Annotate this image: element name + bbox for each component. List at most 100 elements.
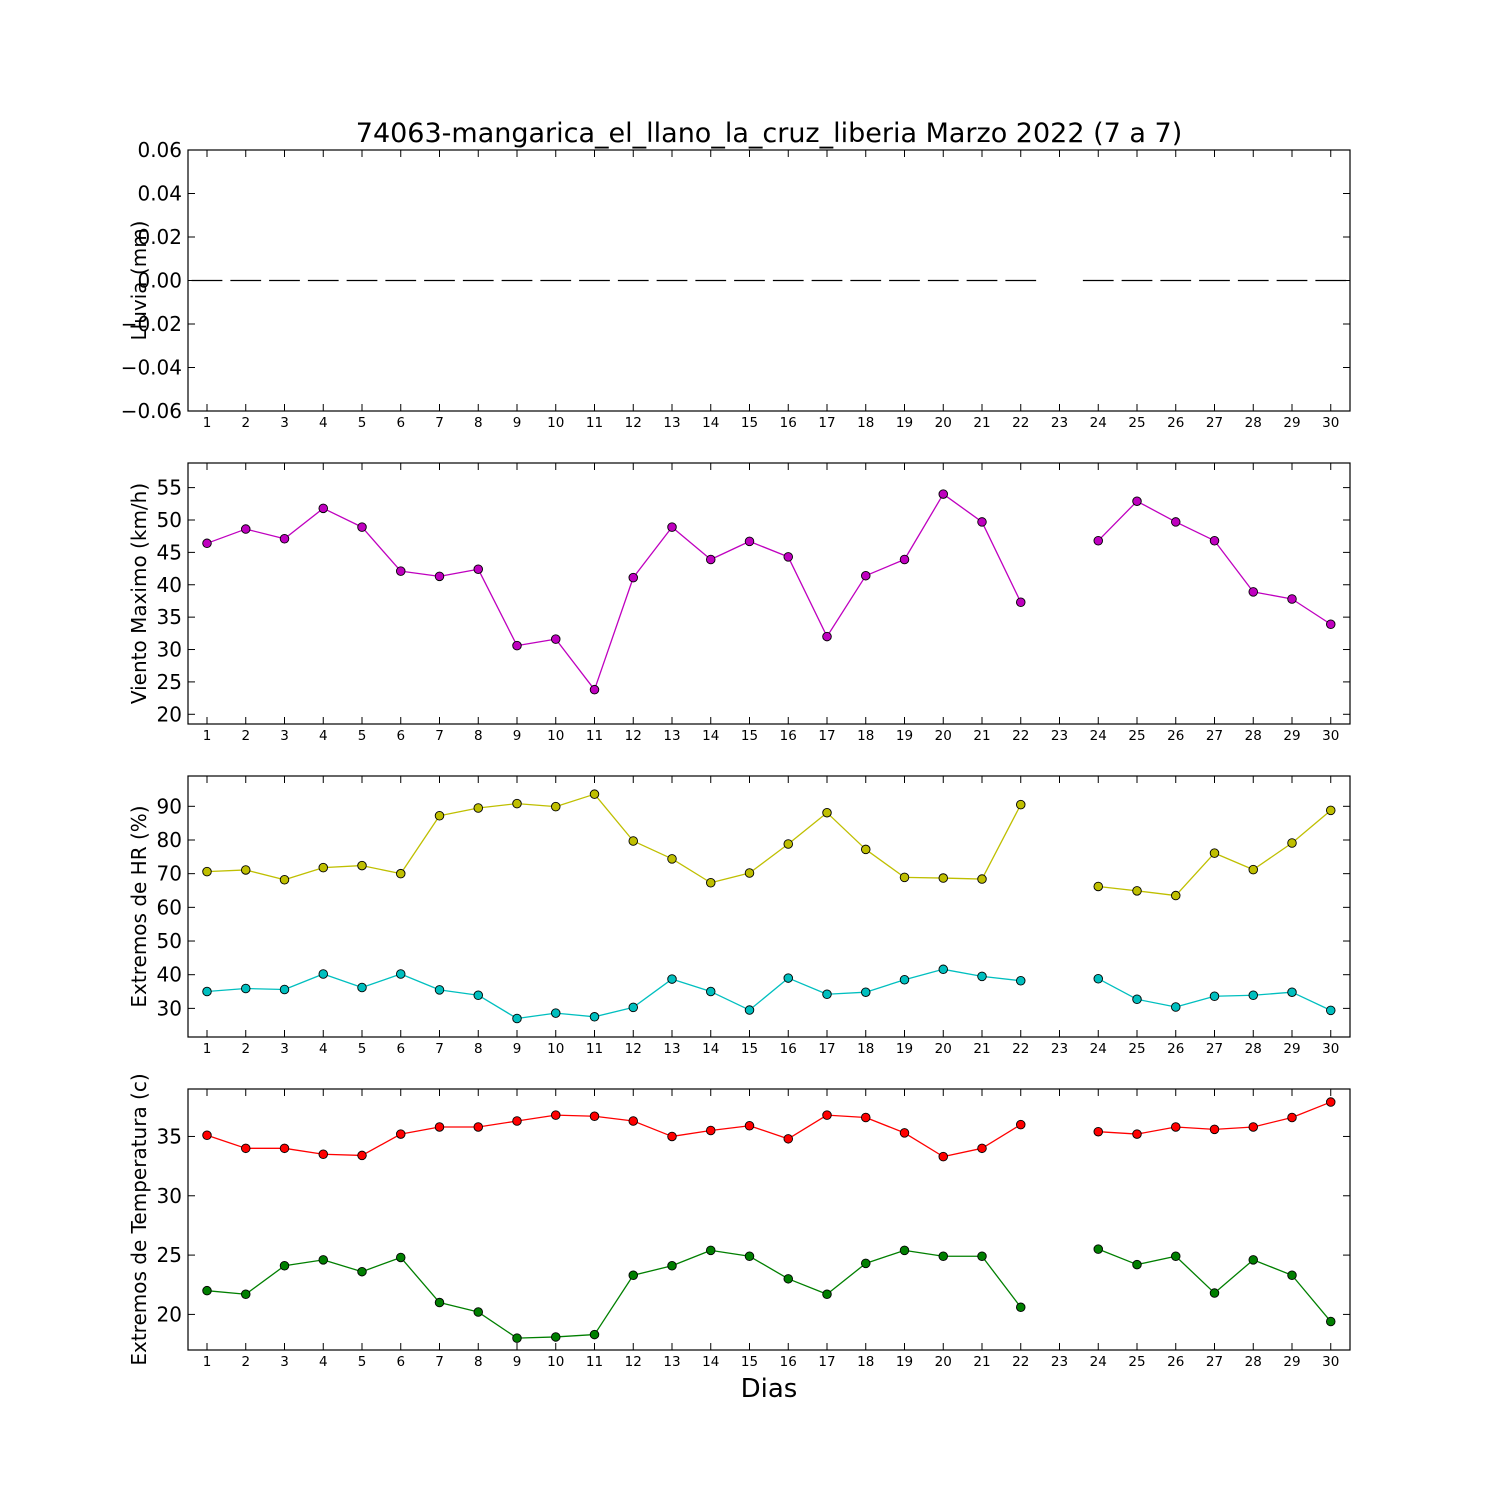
- series-line-segment: [206, 528, 246, 544]
- x-tick-label: 2: [241, 728, 250, 744]
- x-tick-label: 14: [702, 1354, 719, 1370]
- x-tick-label: 4: [319, 415, 328, 431]
- panel-1: −0.06−0.04−0.020.000.020.040.061 2 3 4 5 6 7 8 9…: [121, 138, 1351, 431]
- x-tick-label: 6: [396, 1041, 405, 1057]
- data-point: [744, 868, 755, 878]
- data-point: [667, 522, 677, 532]
- data-point: [434, 810, 445, 821]
- series-line-segment: [284, 1259, 324, 1267]
- data-point: [279, 874, 290, 885]
- data-point: [551, 1008, 561, 1018]
- data-point: [899, 872, 910, 883]
- series-line-segment: [477, 994, 518, 1020]
- series-line-segment: [206, 987, 246, 993]
- x-tick-label: 3: [280, 728, 289, 744]
- data-point: [1132, 496, 1142, 506]
- data-point: [1170, 1251, 1181, 1262]
- x-tick-label: 6: [396, 728, 405, 744]
- x-tick-label: 25: [1128, 1041, 1145, 1057]
- x-tick-label: 13: [663, 728, 680, 744]
- series-line-segment: [865, 558, 905, 577]
- series-line-segment: [1175, 521, 1215, 542]
- data-point: [357, 1150, 367, 1161]
- series-line-segment: [865, 1249, 905, 1265]
- series-line-segment: [516, 1012, 556, 1020]
- x-tick-label: 28: [1245, 1041, 1262, 1057]
- y-axis-label: Viento Maximo (km/h): [127, 483, 151, 704]
- data-point: [938, 964, 949, 975]
- x-tick-label: 20: [935, 1354, 952, 1370]
- series-line-segment: [1098, 885, 1138, 892]
- series-line-segment: [981, 975, 1021, 982]
- data-point: [1170, 517, 1181, 527]
- data-point: [706, 1125, 716, 1136]
- series-line-segment: [439, 807, 479, 817]
- x-tick-label: 28: [1245, 728, 1262, 744]
- x-tick-label: 6: [396, 1354, 405, 1370]
- series-line-segment: [245, 869, 285, 881]
- series-line-segment: [903, 493, 944, 560]
- series-line-segment: [323, 973, 363, 989]
- x-tick-label: 21: [973, 1041, 990, 1057]
- x-tick-label: 20: [935, 415, 952, 431]
- x-tick-label: 25: [1128, 1354, 1145, 1370]
- y-tick-label: 30: [157, 1184, 182, 1208]
- x-tick-label: 7: [435, 1354, 444, 1370]
- series-line-segment: [555, 1012, 595, 1018]
- series-line-segment: [1097, 500, 1138, 542]
- x-tick-label: 7: [435, 728, 444, 744]
- y-tick-label: 0.00: [137, 269, 182, 293]
- series-line-segment: [633, 1265, 673, 1276]
- data-point: [357, 982, 367, 993]
- data-point: [1132, 886, 1142, 896]
- x-tick-label: 15: [741, 1354, 758, 1370]
- series-line-segment: [1252, 842, 1293, 871]
- data-point: [899, 554, 910, 565]
- series-line-segment: [710, 872, 750, 884]
- series-line-segment: [942, 493, 983, 523]
- series-line-segment: [284, 973, 324, 991]
- data-point: [1016, 799, 1026, 810]
- x-tick-label: 5: [358, 415, 367, 431]
- x-tick-label: 29: [1283, 728, 1300, 744]
- data-point: [899, 1128, 910, 1138]
- x-tick-label: 13: [663, 415, 680, 431]
- series-line-segment: [323, 1153, 363, 1157]
- data-point: [551, 1110, 561, 1120]
- data-point: [667, 1131, 677, 1142]
- series-line-segment: [361, 1133, 402, 1157]
- data-point: [1093, 535, 1103, 546]
- y-tick-label: 25: [157, 670, 182, 694]
- data-point: [628, 1270, 639, 1281]
- data-point: [551, 1332, 561, 1342]
- data-point: [667, 854, 677, 864]
- data-point: [512, 798, 522, 809]
- series-line-segment: [1253, 991, 1293, 996]
- series-line-segment: [361, 526, 402, 572]
- data-point: [240, 983, 251, 994]
- data-point: [1325, 1097, 1336, 1107]
- x-tick-label: 26: [1167, 728, 1184, 744]
- data-point: [1093, 973, 1103, 984]
- data-point: [434, 1297, 445, 1308]
- series-line-segment: [478, 802, 518, 809]
- x-tick-label: 29: [1283, 1041, 1300, 1057]
- data-point: [783, 1274, 794, 1284]
- series-line-segment: [206, 869, 246, 873]
- data-point: [434, 1122, 445, 1132]
- data-point: [240, 865, 251, 875]
- x-tick-label: 30: [1322, 1354, 1339, 1370]
- x-tick-label: 13: [663, 1354, 680, 1370]
- series-line-segment: [865, 1116, 905, 1134]
- data-point: [318, 969, 329, 979]
- data-point: [318, 1149, 329, 1159]
- series-line-segment: [322, 507, 363, 528]
- data-point: [589, 1012, 600, 1022]
- x-tick-label: 10: [547, 1041, 564, 1057]
- series-line-segment: [439, 1301, 479, 1313]
- data-point: [396, 566, 406, 576]
- x-tick-label: 22: [1012, 1041, 1029, 1057]
- data-point: [357, 860, 367, 871]
